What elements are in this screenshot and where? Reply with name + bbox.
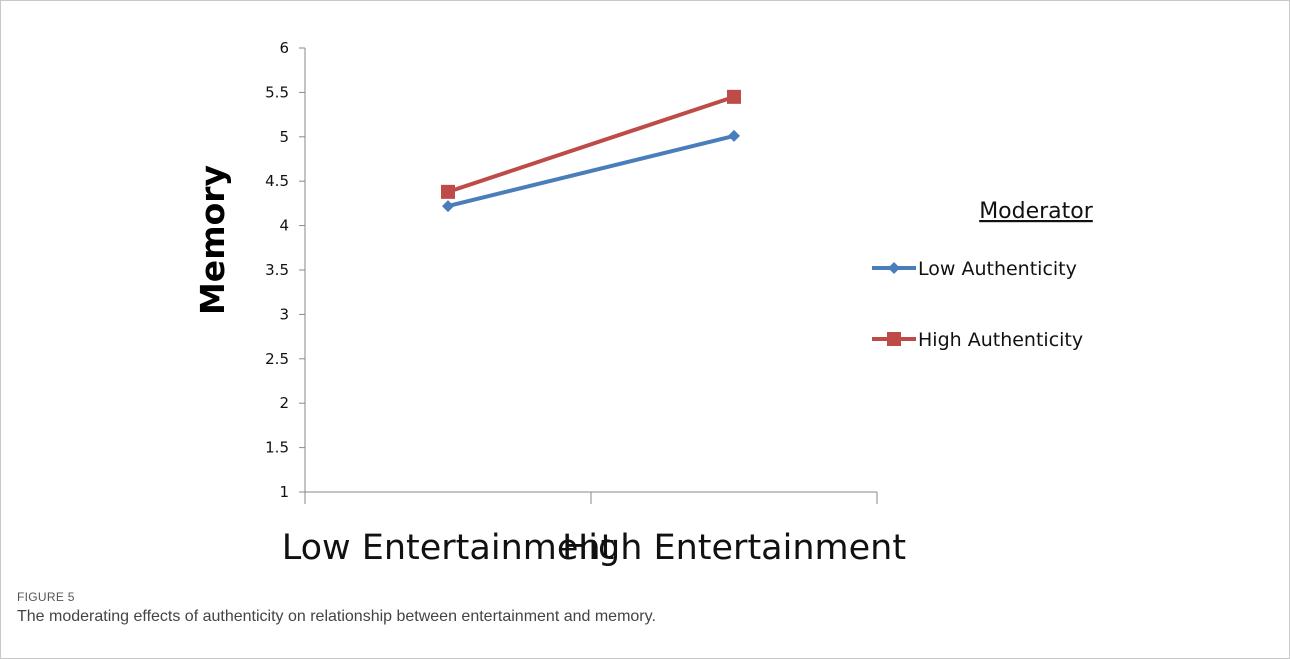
series-line <box>447 133 735 209</box>
caption-block: FIGURE 5 The moderating effects of authe… <box>17 590 656 626</box>
series-low-authenticity <box>442 129 740 213</box>
y-tick-label: 5.5 <box>265 83 289 101</box>
legend-label: High Authenticity <box>918 329 1083 351</box>
legend-item: Low Authenticity <box>872 258 1077 280</box>
series-high-authenticity <box>441 89 741 199</box>
y-tick-label: 2 <box>279 394 289 412</box>
y-tick-label: 3 <box>279 305 289 323</box>
figure-caption: The moderating effects of authenticity o… <box>17 608 656 625</box>
data-point <box>728 129 740 142</box>
y-tick-label: 2.5 <box>265 350 289 368</box>
y-tick-label: 3.5 <box>265 261 289 279</box>
legend: Moderator Low Authenticity High Authentic… <box>872 199 1094 351</box>
data-point <box>442 200 454 213</box>
y-tick-label: 4 <box>279 217 289 235</box>
legend-label: Low Authenticity <box>918 258 1077 280</box>
data-point <box>727 89 741 104</box>
x-category-label: Low Entertainment <box>282 528 615 568</box>
legend-item: High Authenticity <box>872 329 1083 351</box>
figure-number: FIGURE 5 <box>17 590 75 604</box>
legend-marker <box>888 262 900 274</box>
legend-title: Moderator <box>979 199 1094 224</box>
chart: 11.522.533.544.555.56 Low EntertainmentH… <box>193 39 1094 568</box>
series-group <box>441 89 741 213</box>
x-category-label: High Entertainment <box>562 528 906 568</box>
y-tick-label: 1.5 <box>265 439 289 457</box>
y-axis: 1 1.5 2 2.5 3 3.5 4 4.5 5 5.5 6 <box>265 39 306 501</box>
y-tick-label: 5 <box>279 128 289 146</box>
legend-marker <box>887 332 901 346</box>
data-point <box>441 184 455 199</box>
y-tick-label: 6 <box>279 39 289 57</box>
y-tick-label: 4.5 <box>265 172 289 190</box>
y-tick-label: 1 <box>279 483 289 501</box>
y-axis-label: Memory <box>193 165 232 315</box>
series-line <box>447 94 735 194</box>
